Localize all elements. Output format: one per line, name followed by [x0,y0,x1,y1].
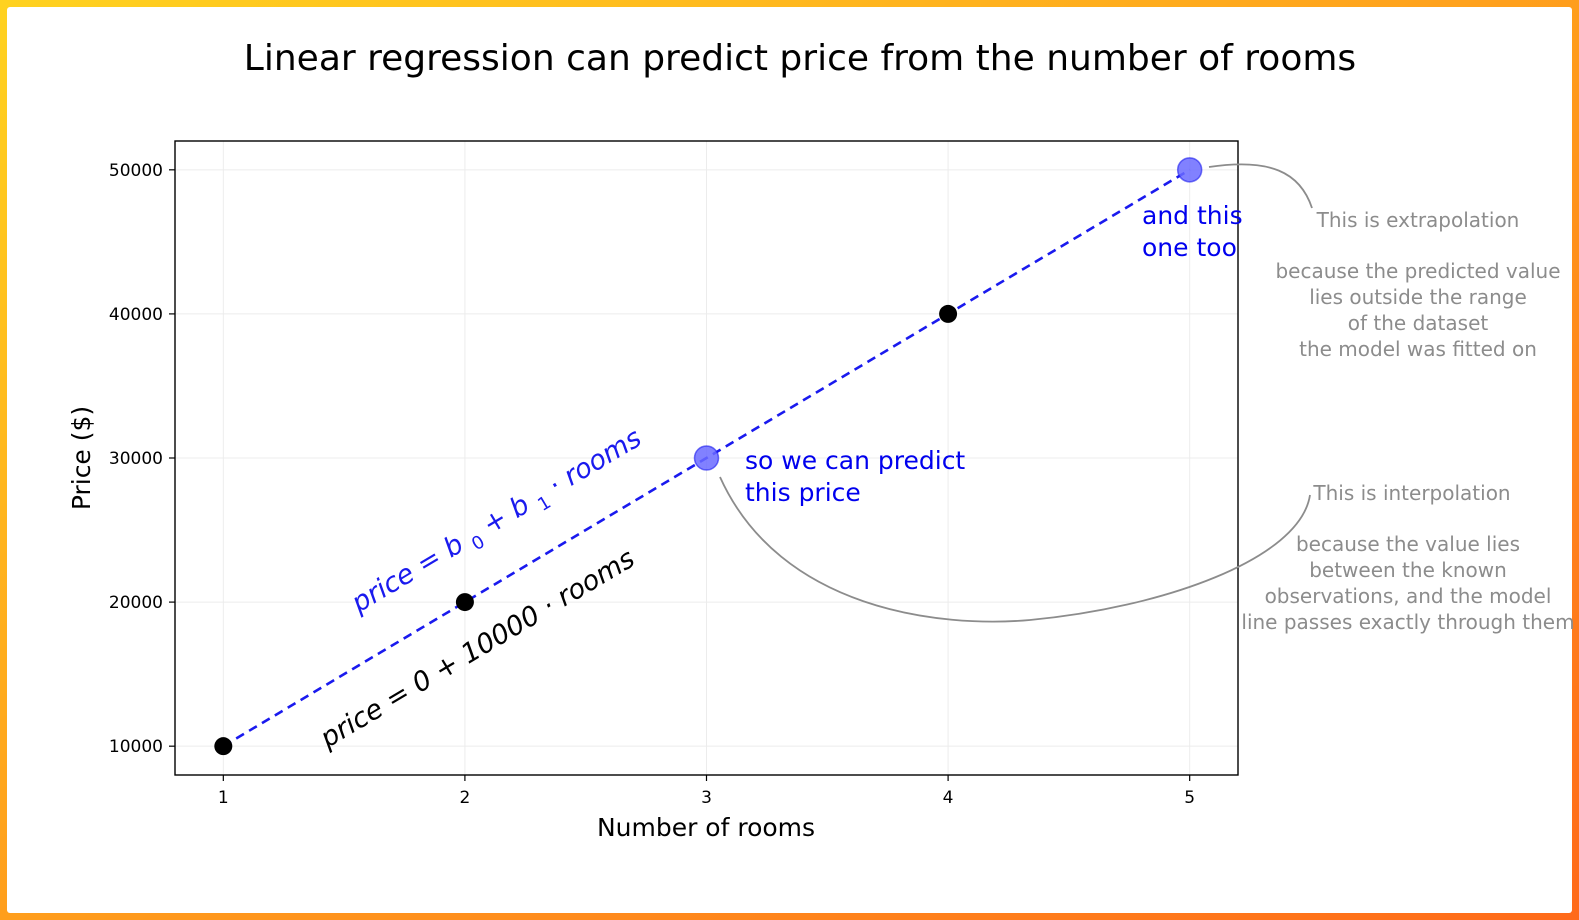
interpolation-body-line: between the known [1309,558,1507,582]
too-label-line-1: and this [1142,201,1243,230]
page-background [7,7,1572,913]
y-axis-label: Price ($) [67,406,96,510]
chart-title: Linear regression can predict price from… [244,38,1356,79]
x-axis-label: Number of rooms [597,813,815,842]
axis-ticks: 1 2 3 4 5 10000 20000 30000 40000 50000 [109,161,1195,808]
extrapolated-point-label: and this one too [1142,201,1251,262]
x-tick-label: 4 [943,788,954,808]
y-tick-label: 30000 [109,449,163,469]
y-tick-label: 50000 [109,161,163,181]
x-tick-label: 5 [1184,788,1195,808]
extrapolation-note: This is extrapolation because the predic… [1275,208,1560,361]
predict-label-line-2: this price [745,478,861,507]
extrapolation-body-line: lies outside the range [1309,285,1527,309]
y-tick-label: 10000 [109,737,163,757]
y-tick-label: 20000 [109,593,163,613]
predicted-point [693,445,720,471]
predicted-point [1176,157,1203,183]
too-label-line-2: one too [1142,233,1237,262]
observed-point [455,593,474,612]
x-tick-label: 3 [701,788,712,808]
extrapolation-heading: This is extrapolation [1316,208,1520,232]
observed-point [214,737,233,756]
interpolation-note: This is interpolation because the value … [1241,481,1574,634]
extrapolation-body-line: because the predicted value [1275,259,1560,283]
interpolation-body-line: line passes exactly through them [1241,610,1574,634]
predict-label-line-1: so we can predict [745,446,965,475]
x-tick-label: 2 [459,788,470,808]
observed-point [939,304,958,323]
interpolation-heading: This is interpolation [1312,481,1510,505]
extrapolation-connector [1208,163,1313,209]
extrapolation-body-line: of the dataset [1348,311,1489,335]
extrapolation-body-line: the model was fitted on [1299,337,1537,361]
grid [175,141,1238,775]
interpolation-body-line: because the value lies [1296,532,1520,556]
interpolation-connector [719,476,1311,623]
points-layer [214,157,1203,756]
interpolation-body-line: observations, and the model [1265,584,1552,608]
y-tick-label: 40000 [109,305,163,325]
x-tick-label: 1 [218,788,229,808]
predict-label: so we can predict this price [745,446,973,507]
